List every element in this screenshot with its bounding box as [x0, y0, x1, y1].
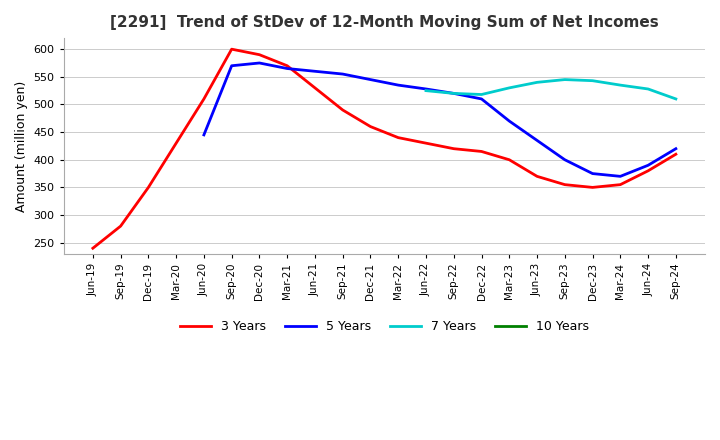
5 Years	[228, 63, 236, 68]
3 Years	[283, 63, 292, 68]
3 Years	[366, 124, 375, 129]
7 Years	[588, 78, 597, 83]
5 Years	[394, 82, 402, 88]
3 Years	[394, 135, 402, 140]
7 Years	[560, 77, 569, 82]
3 Years	[144, 185, 153, 190]
5 Years	[477, 96, 486, 102]
5 Years	[644, 163, 652, 168]
7 Years	[449, 91, 458, 96]
7 Years	[533, 80, 541, 85]
7 Years	[644, 86, 652, 92]
3 Years	[228, 47, 236, 52]
3 Years	[616, 182, 625, 187]
Title: [2291]  Trend of StDev of 12-Month Moving Sum of Net Incomes: [2291] Trend of StDev of 12-Month Moving…	[110, 15, 659, 30]
3 Years	[533, 174, 541, 179]
5 Years	[422, 86, 431, 92]
3 Years	[505, 157, 513, 162]
7 Years	[672, 96, 680, 102]
7 Years	[477, 92, 486, 97]
3 Years	[310, 85, 319, 91]
Y-axis label: Amount (million yen): Amount (million yen)	[15, 81, 28, 212]
5 Years	[533, 138, 541, 143]
3 Years	[338, 107, 347, 113]
5 Years	[338, 71, 347, 77]
3 Years	[560, 182, 569, 187]
3 Years	[588, 185, 597, 190]
Line: 5 Years: 5 Years	[204, 63, 676, 176]
3 Years	[477, 149, 486, 154]
3 Years	[449, 146, 458, 151]
5 Years	[310, 69, 319, 74]
5 Years	[616, 174, 625, 179]
7 Years	[616, 82, 625, 88]
5 Years	[366, 77, 375, 82]
3 Years	[199, 96, 208, 102]
5 Years	[672, 146, 680, 151]
7 Years	[505, 85, 513, 91]
Line: 3 Years: 3 Years	[93, 49, 676, 248]
5 Years	[199, 132, 208, 138]
5 Years	[588, 171, 597, 176]
5 Years	[449, 91, 458, 96]
5 Years	[255, 60, 264, 66]
5 Years	[560, 157, 569, 162]
3 Years	[672, 152, 680, 157]
Line: 7 Years: 7 Years	[426, 80, 676, 99]
3 Years	[172, 140, 181, 146]
Legend: 3 Years, 5 Years, 7 Years, 10 Years: 3 Years, 5 Years, 7 Years, 10 Years	[175, 315, 594, 338]
3 Years	[644, 168, 652, 173]
3 Years	[117, 224, 125, 229]
7 Years	[422, 88, 431, 93]
5 Years	[283, 66, 292, 71]
5 Years	[505, 118, 513, 124]
3 Years	[422, 140, 431, 146]
3 Years	[255, 52, 264, 57]
3 Years	[89, 246, 97, 251]
